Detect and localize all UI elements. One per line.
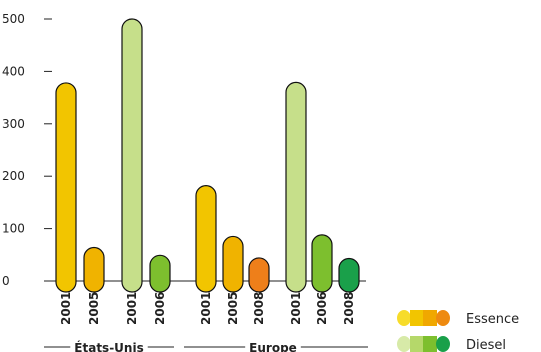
legend-swatch-segment (423, 310, 437, 326)
bar-tatsunis-2006-diesel (149, 254, 171, 293)
legend-label: Essence (466, 312, 519, 327)
legend-label: Diesel (466, 338, 506, 352)
category-label: 2001 (199, 292, 213, 325)
legend-swatch-segment (410, 336, 424, 352)
bar-europe-2006-diesel (311, 234, 333, 293)
y-tick-label: 500 (2, 12, 25, 26)
category-label: 2005 (226, 292, 240, 325)
bar-europe-2008-diesel (338, 257, 360, 293)
category-label: 2006 (315, 292, 329, 325)
legend-swatch-segment (397, 310, 411, 326)
group-label: États-Unis (74, 340, 143, 352)
category-label: 2005 (87, 292, 101, 325)
legend-swatch-segment (436, 310, 450, 326)
bar-europe-2005-essence (222, 235, 244, 293)
y-tick-label: 0 (2, 274, 10, 288)
y-tick-label: 300 (2, 117, 25, 131)
legend-swatch-segment (436, 336, 450, 352)
category-label: 2001 (125, 292, 139, 325)
bar-europe-2001-diesel (285, 81, 307, 293)
bar-tatsunis-2001-diesel (121, 18, 143, 293)
group-label: Europe (249, 341, 297, 352)
category-label: 2001 (59, 292, 73, 325)
bar-tatsunis-2005-essence (83, 246, 105, 293)
legend-swatch-segment (423, 336, 437, 352)
legend-swatch-segment (410, 310, 424, 326)
bar-europe-2001-essence (195, 185, 217, 293)
bar-tatsunis-2001-essence (55, 82, 77, 293)
bar-europe-2008-essence (248, 257, 270, 293)
y-tick-label: 400 (2, 64, 25, 78)
category-label: 2008 (342, 292, 356, 325)
legend-swatch-segment (397, 336, 411, 352)
category-label: 2001 (289, 292, 303, 325)
category-label: 2006 (153, 292, 167, 325)
category-label: 2008 (252, 292, 266, 325)
y-tick-label: 100 (2, 222, 25, 236)
y-tick-label: 200 (2, 169, 25, 183)
